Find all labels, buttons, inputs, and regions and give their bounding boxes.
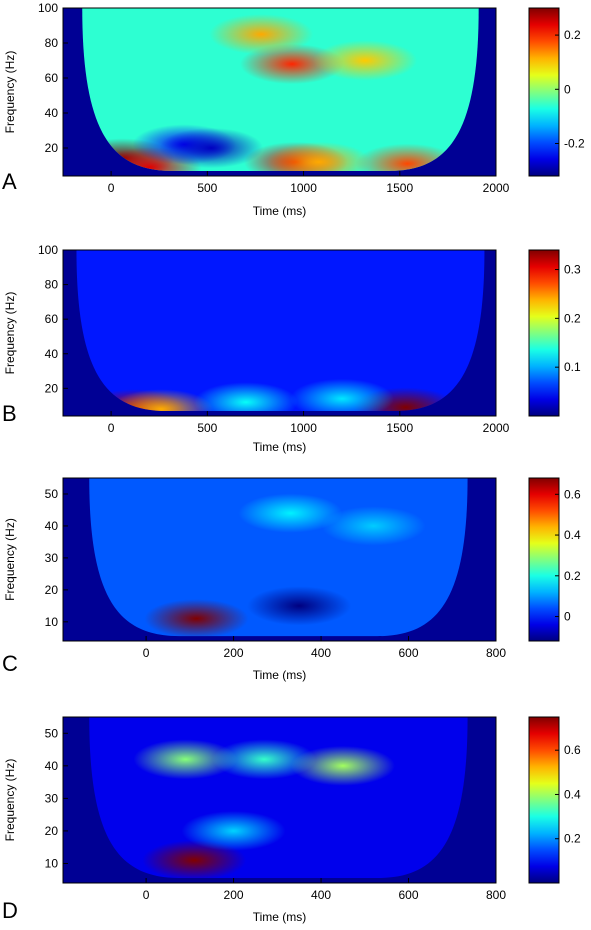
blob — [193, 382, 298, 412]
x-tick-label: 1500 — [386, 421, 413, 435]
blob — [355, 143, 460, 171]
panel-label: C — [2, 651, 18, 676]
colorbar — [528, 716, 560, 884]
y-tick-label: 10 — [45, 615, 59, 629]
colorbar-tick-label: 0.3 — [564, 263, 581, 277]
blob — [290, 745, 395, 786]
colorbar — [528, 7, 560, 177]
y-axis-label: Frequency (Hz) — [3, 759, 17, 842]
blob — [247, 586, 352, 626]
colorbar — [528, 477, 560, 642]
colorbar-tick-label: 0.2 — [564, 569, 581, 583]
x-tick-label: 0 — [108, 421, 115, 435]
panel-label: A — [2, 169, 17, 194]
y-tick-label: 80 — [45, 36, 59, 50]
y-axis-label: Frequency (Hz) — [3, 51, 17, 134]
x-tick-label: 200 — [224, 888, 244, 902]
plot-frame — [62, 249, 497, 417]
plot-frame — [62, 716, 497, 884]
panel-label: B — [2, 401, 17, 426]
y-tick-label: 40 — [45, 759, 59, 773]
colorbar-tick-label: 0.6 — [564, 743, 581, 757]
y-tick-label: 50 — [45, 487, 59, 501]
blob — [159, 127, 264, 169]
y-tick-label: 40 — [45, 106, 59, 120]
colorbar-tick-label: 0.1 — [564, 360, 581, 374]
blob — [321, 506, 426, 546]
x-axis-label: Time (ms) — [253, 910, 307, 924]
x-tick-label: 0 — [108, 181, 115, 195]
x-tick-label: 1500 — [386, 181, 413, 195]
blob — [209, 14, 314, 55]
y-tick-label: 30 — [45, 791, 59, 805]
colorbar-tick-label: 0.2 — [564, 28, 581, 42]
panel-d: 0 200 400 600 800 10 20 30 40 50 Time (ms) Frequenc… — [2, 716, 581, 924]
y-tick-label: 60 — [45, 71, 59, 85]
x-tick-label: 200 — [224, 646, 244, 660]
blob — [109, 389, 214, 412]
colorbar — [528, 249, 560, 417]
plot-frame — [62, 477, 497, 642]
y-tick-label: 20 — [45, 141, 59, 155]
x-tick-label: 500 — [197, 421, 217, 435]
y-tick-label: 20 — [45, 824, 59, 838]
y-tick-label: 100 — [38, 243, 58, 257]
colorbar-tick-label: -0.2 — [564, 136, 585, 150]
blob — [142, 840, 247, 879]
y-tick-label: 30 — [45, 551, 59, 565]
colorbar-tick-label: 0.6 — [564, 487, 581, 501]
y-tick-label: 100 — [38, 1, 58, 15]
y-tick-label: 20 — [45, 583, 59, 597]
x-tick-label: 800 — [486, 888, 506, 902]
x-tick-label: 2000 — [483, 181, 510, 195]
colorbar-tick-label: 0.4 — [564, 787, 581, 801]
y-tick-label: 40 — [45, 519, 59, 533]
blob — [212, 739, 317, 780]
y-tick-label: 20 — [45, 381, 59, 395]
x-axis-label: Time (ms) — [253, 204, 307, 218]
x-tick-label: 600 — [399, 646, 419, 660]
x-tick-label: 400 — [311, 888, 331, 902]
blob — [144, 599, 249, 637]
panel-label: D — [2, 898, 18, 923]
colorbar-tick-label: 0.2 — [564, 832, 581, 846]
x-tick-label: 0 — [143, 888, 150, 902]
x-tick-label: 0 — [143, 646, 150, 660]
colorbar-tick-label: 0 — [564, 610, 571, 624]
cone-fill — [76, 250, 485, 412]
y-tick-label: 40 — [45, 347, 59, 361]
x-tick-label: 400 — [311, 646, 331, 660]
x-tick-label: 1000 — [290, 421, 317, 435]
panel-c: 0 200 400 600 800 10 20 30 40 50 Time (ms) Frequenc… — [2, 477, 581, 682]
blob — [313, 40, 418, 81]
colorbar-tick-label: 0.4 — [564, 528, 581, 542]
y-tick-label: 60 — [45, 312, 59, 326]
panel-a: 0 500 1000 1500 2000 20 40 60 80 100 Time (ms) Freq… — [2, 1, 585, 218]
blob — [181, 811, 286, 851]
plot-frame — [62, 7, 497, 177]
x-tick-label: 600 — [399, 888, 419, 902]
y-tick-label: 50 — [45, 726, 59, 740]
x-axis-label: Time (ms) — [253, 668, 307, 682]
blob — [290, 378, 395, 412]
blob — [238, 493, 343, 533]
blob — [133, 739, 238, 780]
colorbar-tick-label: 0.2 — [564, 311, 581, 325]
y-tick-label: 10 — [45, 856, 59, 870]
panel-b: 0 500 1000 1500 2000 20 40 60 80 100 Time (ms) Freq… — [2, 243, 581, 454]
y-axis-label: Frequency (Hz) — [3, 292, 17, 375]
x-axis-label: Time (ms) — [253, 440, 307, 454]
x-tick-label: 800 — [486, 646, 506, 660]
blob — [266, 141, 371, 171]
y-tick-label: 80 — [45, 278, 59, 292]
colorbar-tick-label: 0 — [564, 82, 571, 96]
x-tick-label: 1000 — [290, 181, 317, 195]
y-axis-label: Frequency (Hz) — [3, 518, 17, 601]
x-tick-label: 2000 — [483, 421, 510, 435]
x-tick-label: 500 — [197, 181, 217, 195]
